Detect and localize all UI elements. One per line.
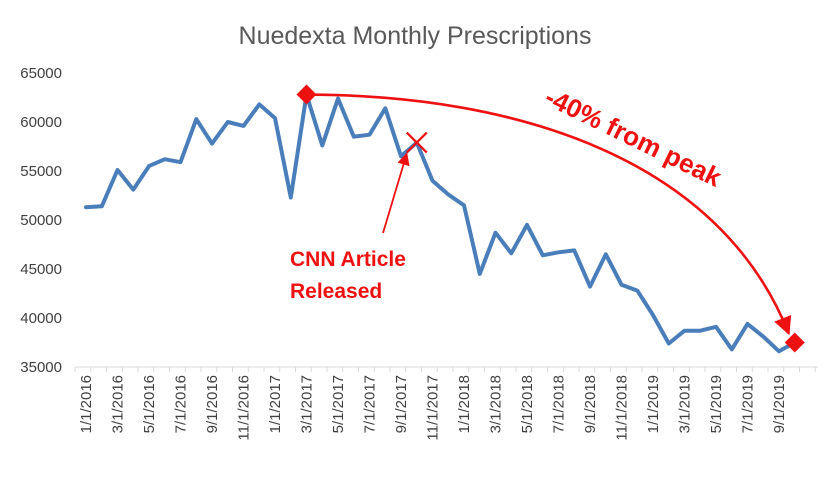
peak-decline-label: -40% from peak <box>540 81 726 192</box>
x-tick-label: 3/1/2016 <box>110 375 127 433</box>
y-tick-label: 45000 <box>20 261 62 278</box>
x-tick-label: 5/1/2017 <box>330 375 347 433</box>
y-tick-label: 65000 <box>20 65 62 82</box>
x-tick-label: 11/1/2016 <box>236 375 253 441</box>
x-tick-label: 9/1/2018 <box>582 375 599 433</box>
end-diamond-marker <box>784 332 805 353</box>
x-tick-label: 1/1/2019 <box>645 375 662 433</box>
y-tick-label: 50000 <box>20 212 62 229</box>
x-tick-label: 7/1/2017 <box>362 375 379 433</box>
y-tick-label: 40000 <box>20 310 62 327</box>
peak-diamond-marker <box>296 84 317 105</box>
x-tick-label: 3/1/2019 <box>677 375 694 433</box>
x-tick-label: 3/1/2018 <box>488 375 505 433</box>
series-layer <box>84 92 797 354</box>
y-tick-label: 60000 <box>20 114 62 131</box>
x-tick-label: 5/1/2019 <box>708 375 725 433</box>
y-axis: 35000 40000 45000 50000 55000 60000 65000 <box>20 65 62 376</box>
x-tick-label: 7/1/2016 <box>173 375 190 433</box>
x-tick-label: 5/1/2018 <box>519 375 536 433</box>
x-tick-label: 11/1/2018 <box>614 375 631 441</box>
x-tick-label: 1/1/2016 <box>78 375 95 433</box>
chart-title: Nuedexta Monthly Prescriptions <box>239 22 592 50</box>
cnn-annotation-line-2: Released <box>290 280 382 303</box>
x-tick-label: 7/1/2018 <box>551 375 568 433</box>
cnn-annotation-line-1: CNN Article <box>290 248 406 271</box>
peak-decline-arrow <box>306 93 792 336</box>
x-tick-label: 7/1/2019 <box>740 375 757 433</box>
x-tick-label: 5/1/2016 <box>141 375 158 433</box>
y-tick-label: 55000 <box>20 163 62 180</box>
x-tick-label: 1/1/2017 <box>267 375 284 433</box>
x-axis: 1/1/2016 3/1/2016 5/1/2016 7/1/2016 9/1/2016… <box>74 366 818 441</box>
cnn-arrow <box>382 152 410 234</box>
x-tick-label: 3/1/2017 <box>299 375 316 433</box>
x-tick-label: 9/1/2017 <box>393 375 410 433</box>
cnn-x-marker <box>405 131 428 154</box>
annotation-layer: CNN Article Released -40% from peak <box>290 81 805 353</box>
series-line-monthly-prescriptions <box>84 92 797 354</box>
x-tick-label: 9/1/2019 <box>771 375 788 433</box>
y-tick-label: 35000 <box>20 359 62 376</box>
x-tick-label: 11/1/2017 <box>425 375 442 441</box>
x-tick-label: 9/1/2016 <box>204 375 221 433</box>
x-tick-label: 1/1/2018 <box>456 375 473 433</box>
